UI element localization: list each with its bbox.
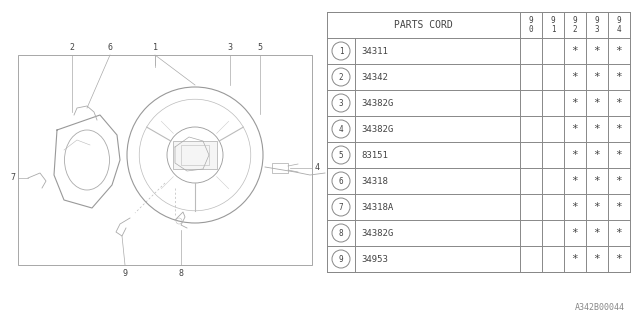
Text: *: * bbox=[616, 254, 622, 264]
Bar bbox=[327, 12, 630, 272]
Text: 9
0: 9 0 bbox=[529, 16, 533, 34]
Text: *: * bbox=[594, 228, 600, 238]
Text: 34382G: 34382G bbox=[361, 228, 393, 237]
Text: *: * bbox=[594, 176, 600, 186]
Text: 9
3: 9 3 bbox=[595, 16, 599, 34]
Text: PARTS CORD: PARTS CORD bbox=[394, 20, 453, 30]
Text: 9: 9 bbox=[122, 269, 127, 278]
Text: *: * bbox=[594, 202, 600, 212]
Text: 2: 2 bbox=[70, 43, 74, 52]
Text: 3: 3 bbox=[227, 43, 232, 52]
Circle shape bbox=[332, 120, 350, 138]
Text: 83151: 83151 bbox=[361, 150, 388, 159]
Text: 7: 7 bbox=[339, 203, 343, 212]
Text: 9
1: 9 1 bbox=[550, 16, 556, 34]
Text: *: * bbox=[616, 46, 622, 56]
Bar bbox=[272, 163, 288, 173]
Circle shape bbox=[332, 198, 350, 216]
Text: *: * bbox=[616, 98, 622, 108]
Text: 34953: 34953 bbox=[361, 254, 388, 263]
Text: 6: 6 bbox=[108, 43, 113, 52]
Bar bbox=[181, 145, 209, 165]
Text: *: * bbox=[572, 72, 579, 82]
Circle shape bbox=[332, 42, 350, 60]
Circle shape bbox=[332, 224, 350, 242]
Text: 7: 7 bbox=[10, 173, 15, 182]
Text: 4: 4 bbox=[339, 124, 343, 133]
Text: 1: 1 bbox=[152, 43, 157, 52]
Bar bbox=[173, 141, 217, 169]
Text: *: * bbox=[572, 124, 579, 134]
Text: *: * bbox=[616, 228, 622, 238]
Text: *: * bbox=[572, 176, 579, 186]
Circle shape bbox=[332, 172, 350, 190]
Text: *: * bbox=[594, 46, 600, 56]
Text: *: * bbox=[616, 72, 622, 82]
Text: 3: 3 bbox=[339, 99, 343, 108]
Circle shape bbox=[332, 250, 350, 268]
Text: 2: 2 bbox=[339, 73, 343, 82]
Text: 34318A: 34318A bbox=[361, 203, 393, 212]
Text: 34342: 34342 bbox=[361, 73, 388, 82]
Text: 34311: 34311 bbox=[361, 46, 388, 55]
Bar bbox=[18, 55, 312, 265]
Text: 1: 1 bbox=[339, 46, 343, 55]
Text: *: * bbox=[572, 254, 579, 264]
Text: 34382G: 34382G bbox=[361, 124, 393, 133]
Text: 6: 6 bbox=[339, 177, 343, 186]
Text: *: * bbox=[594, 254, 600, 264]
Text: 9: 9 bbox=[339, 254, 343, 263]
Text: 34318: 34318 bbox=[361, 177, 388, 186]
Text: 4: 4 bbox=[315, 164, 320, 172]
Text: 9
2: 9 2 bbox=[573, 16, 577, 34]
Text: 5: 5 bbox=[339, 150, 343, 159]
Text: *: * bbox=[594, 98, 600, 108]
Text: 9
4: 9 4 bbox=[617, 16, 621, 34]
Text: *: * bbox=[572, 150, 579, 160]
Text: *: * bbox=[594, 72, 600, 82]
Text: *: * bbox=[572, 98, 579, 108]
Text: *: * bbox=[594, 150, 600, 160]
Text: 8: 8 bbox=[179, 269, 184, 278]
Text: A342B00044: A342B00044 bbox=[575, 303, 625, 312]
Text: *: * bbox=[572, 202, 579, 212]
Circle shape bbox=[332, 68, 350, 86]
Text: *: * bbox=[572, 46, 579, 56]
Text: 8: 8 bbox=[339, 228, 343, 237]
Text: *: * bbox=[616, 124, 622, 134]
Text: *: * bbox=[572, 228, 579, 238]
Text: *: * bbox=[594, 124, 600, 134]
Text: *: * bbox=[616, 150, 622, 160]
Text: *: * bbox=[616, 202, 622, 212]
Circle shape bbox=[332, 94, 350, 112]
Text: 34382G: 34382G bbox=[361, 99, 393, 108]
Text: 5: 5 bbox=[257, 43, 262, 52]
Text: *: * bbox=[616, 176, 622, 186]
Circle shape bbox=[332, 146, 350, 164]
